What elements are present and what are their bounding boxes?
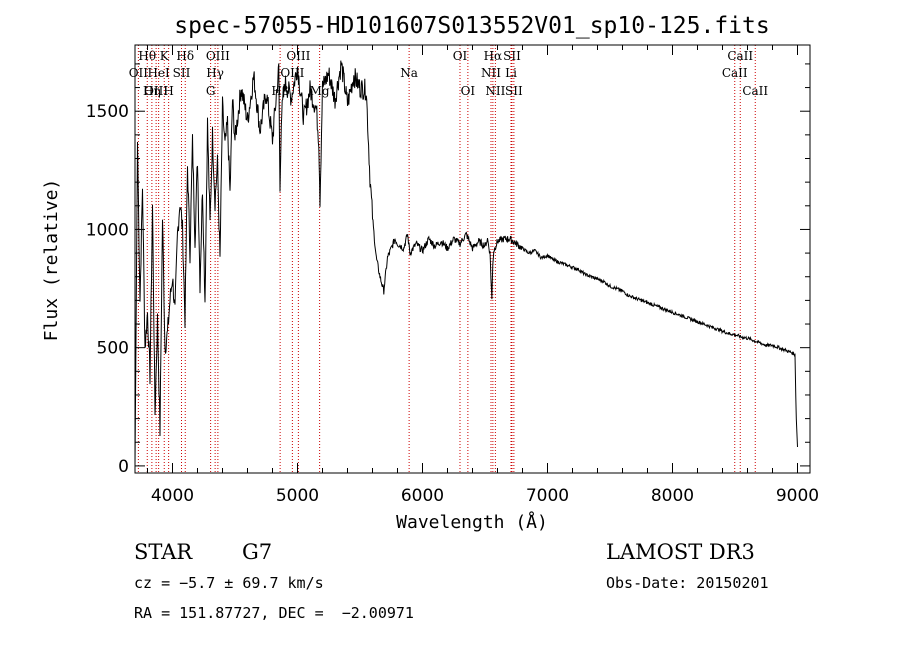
line-markers xyxy=(137,45,756,473)
line-marker-label-25: CaII xyxy=(727,49,753,63)
coordinates-readout: RA = 151.87727, DEC = −2.00971 xyxy=(134,604,414,622)
line-marker-label-27: CaII xyxy=(742,84,768,98)
line-marker-label-7: SII xyxy=(173,66,191,80)
axis-ticks: 4000 5000 6000 7000 8000 9000 0 500 1000 1500 xyxy=(86,45,819,506)
line-marker-label-6: Hδ xyxy=(176,49,194,63)
y-axis-label: Flux (relative) xyxy=(41,179,62,342)
y-tick-label-0: 0 xyxy=(118,457,129,477)
y-tick-label-2: 1000 xyxy=(86,220,129,240)
line-marker-label-21: NII xyxy=(485,84,505,98)
survey-name: LAMOST DR3 xyxy=(606,540,755,564)
x-tick-label-3: 7000 xyxy=(526,486,569,506)
x-axis-label: Wavelength (Å) xyxy=(396,511,548,533)
line-marker-label-18: OI xyxy=(461,84,476,98)
line-marker-label-15: Mg xyxy=(310,84,330,98)
line-marker-label-4: HeI xyxy=(147,66,170,80)
line-marker-label-23: Li xyxy=(505,66,517,80)
x-tick-label-4: 8000 xyxy=(651,486,694,506)
line-marker-label-24: SII xyxy=(505,84,523,98)
x-tick-label-5: 9000 xyxy=(776,486,819,506)
spectrum-line xyxy=(134,60,798,466)
line-marker-label-26: CaII xyxy=(722,66,748,80)
line-marker-label-20: NII xyxy=(481,66,501,80)
line-marker-label-2: OIII xyxy=(144,84,168,98)
y-tick-label-3: 1500 xyxy=(86,102,129,122)
x-tick-label-2: 6000 xyxy=(401,486,444,506)
line-marker-label-19: Hα xyxy=(484,49,503,63)
x-tick-label-1: 5000 xyxy=(276,486,319,506)
y-tick-label-1: 500 xyxy=(97,339,129,359)
line-marker-label-5: Hη xyxy=(143,84,161,98)
line-marker-label-11: G xyxy=(206,84,216,98)
line-marker-label-8: H xyxy=(163,84,173,98)
line-marker-label-9: OIII xyxy=(206,49,230,63)
line-marker-label-13: OIII xyxy=(280,66,304,80)
line-marker-label-16: Na xyxy=(400,66,418,80)
observation-date: Obs-Date: 20150201 xyxy=(606,574,769,592)
plot-frame xyxy=(134,44,811,474)
object-class: STAR xyxy=(134,540,193,564)
line-marker-label-1: OII xyxy=(129,66,149,80)
redshift-readout: cz = −5.7 ± 69.7 km/s xyxy=(134,574,324,592)
line-marker-label-10: Hγ xyxy=(206,66,224,80)
chart-title: spec-57055-HD101607S013552V01_sp10-125.f… xyxy=(174,13,769,39)
line-marker-label-17: OI xyxy=(453,49,468,63)
line-marker-label-0: Hθ xyxy=(138,49,156,63)
x-tick-label-0: 4000 xyxy=(151,486,194,506)
line-marker-label-3: K xyxy=(160,49,170,63)
object-subclass: G7 xyxy=(242,540,273,564)
line-marker-label-12: OIII xyxy=(286,49,310,63)
line-marker-label-22: SII xyxy=(503,49,521,63)
